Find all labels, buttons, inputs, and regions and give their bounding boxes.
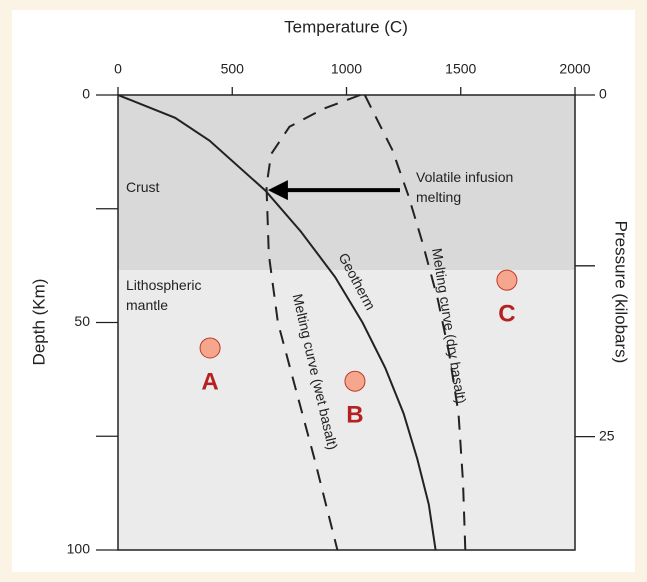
annotation-text: Volatile infusion melting <box>416 169 513 205</box>
region <box>118 95 575 271</box>
y-tick-label: 50 <box>74 313 90 329</box>
point-label: B <box>346 402 363 429</box>
x-tick-label: 0 <box>114 61 122 77</box>
point <box>344 370 366 392</box>
point-label: C <box>498 301 515 328</box>
x-axis-title: Temperature (C) <box>284 17 408 36</box>
series-line <box>363 94 467 551</box>
x-tick-label: 1500 <box>445 61 476 77</box>
y-tick-label: 0 <box>82 86 90 102</box>
y2-axis-title: Pressure (kilobars) <box>612 221 631 364</box>
region-label: Lithospheric mantle <box>126 277 202 313</box>
x-tick-label: 2000 <box>559 61 590 77</box>
region-label: Crust <box>126 179 160 195</box>
point-label: A <box>201 368 218 395</box>
series-line <box>265 94 361 551</box>
y-axis-title: Depth (Km) <box>29 279 48 366</box>
region <box>118 270 575 550</box>
point <box>199 337 221 359</box>
y2-tick-label: 0 <box>599 86 607 102</box>
series-line <box>117 94 437 551</box>
y2-tick-label: 25 <box>599 427 615 443</box>
x-tick-label: 500 <box>221 61 245 77</box>
point <box>496 269 518 291</box>
y-tick-label: 100 <box>67 541 91 557</box>
x-tick-label: 1000 <box>331 61 362 77</box>
arrow-head <box>267 180 288 201</box>
